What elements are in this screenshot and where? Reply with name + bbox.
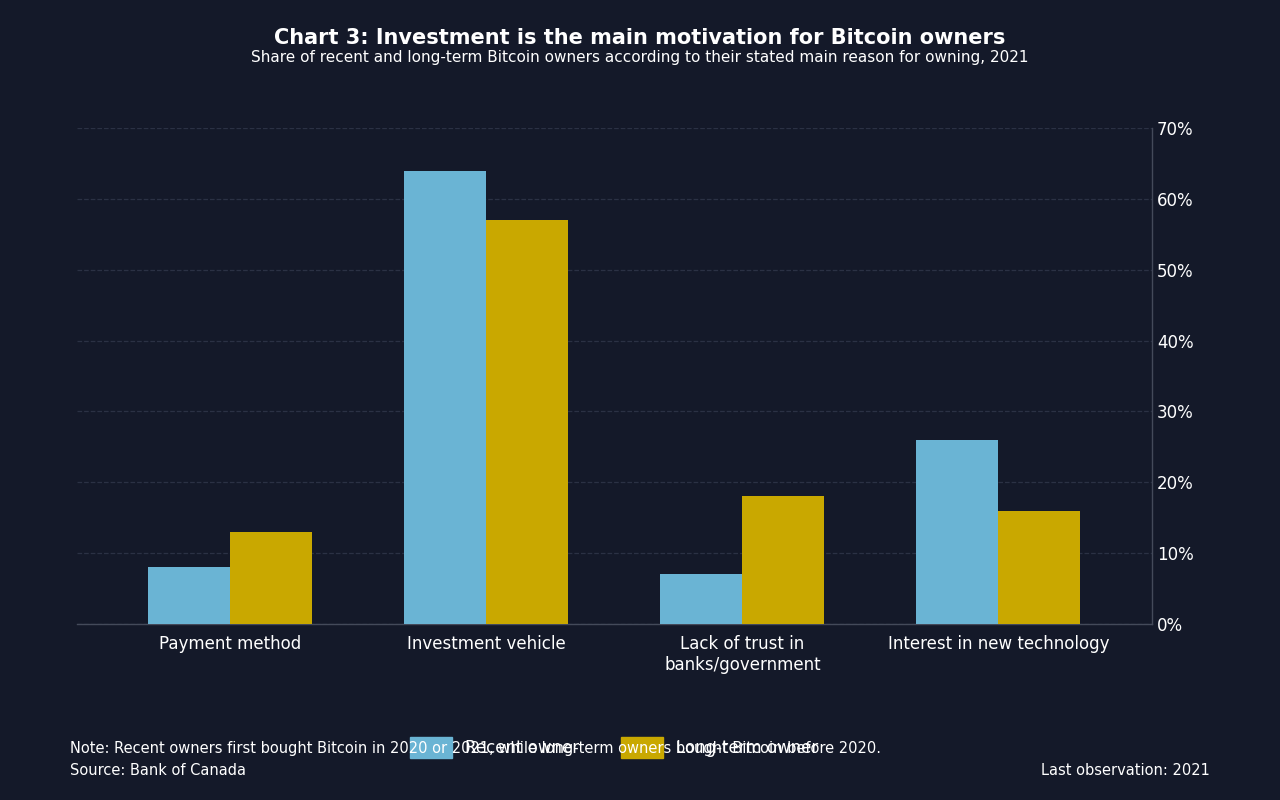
Bar — [230, 532, 312, 624]
Bar — [916, 440, 998, 624]
Bar — [148, 567, 230, 624]
Text: Last observation: 2021: Last observation: 2021 — [1041, 762, 1210, 778]
Text: Share of recent and long-term Bitcoin owners according to their stated main reas: Share of recent and long-term Bitcoin ow… — [251, 50, 1029, 65]
Text: Note: Recent owners first bought Bitcoin in 2020 or 2021, while long-term owners: Note: Recent owners first bought Bitcoin… — [70, 741, 882, 756]
Text: Chart 3: Investment is the main motivation for Bitcoin owners: Chart 3: Investment is the main motivati… — [274, 28, 1006, 48]
Bar — [742, 497, 824, 624]
Bar — [998, 510, 1080, 624]
Bar — [486, 220, 568, 624]
Bar — [660, 574, 742, 624]
Bar — [404, 170, 486, 624]
Text: Source: Bank of Canada: Source: Bank of Canada — [70, 762, 246, 778]
Legend: Recent owner, Long-term owner: Recent owner, Long-term owner — [403, 731, 826, 765]
